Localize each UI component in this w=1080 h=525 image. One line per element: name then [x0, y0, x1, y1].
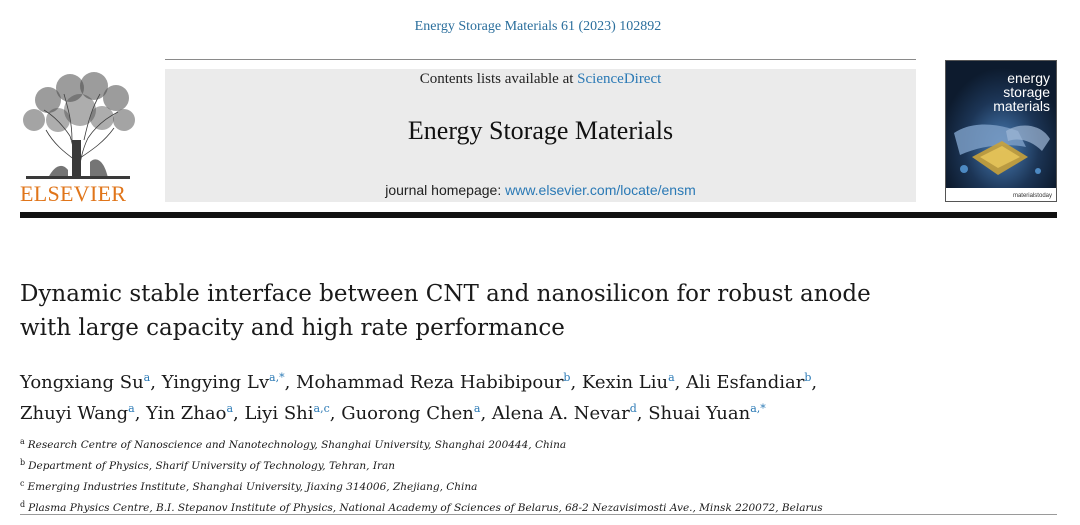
journal-cover[interactable]: energy storage materials materialstoday	[945, 60, 1057, 202]
homepage-prefix: journal homepage:	[385, 182, 506, 198]
cover-title-line: storage	[1003, 84, 1050, 100]
author-affiliation-mark[interactable]: d	[629, 402, 637, 415]
author-name: Liyi Shi	[244, 403, 314, 424]
affiliation-text: Emerging Industries Institute, Shanghai …	[27, 481, 478, 493]
author-name: Yingying Lv	[161, 372, 270, 393]
author[interactable]: Alena A. Nevard	[491, 402, 637, 424]
author-name: Guorong Chen	[341, 403, 474, 424]
section-divider	[20, 514, 1057, 515]
article-title: Dynamic stable interface between CNT and…	[20, 277, 1020, 345]
author[interactable]: Mohammad Reza Habibipourb	[296, 371, 571, 393]
cover-title: energy storage materials	[993, 71, 1050, 113]
author[interactable]: Shuai Yuana,*	[648, 402, 766, 424]
author[interactable]: Ali Esfandiarb	[686, 371, 812, 393]
author-affiliation-mark[interactable]: a	[143, 371, 151, 384]
cover-brand: materialstoday	[1012, 193, 1052, 199]
affiliation-label: d	[20, 500, 26, 509]
cover-artwork	[946, 61, 1056, 201]
author-affiliation-mark[interactable]: a	[473, 402, 481, 415]
journal-banner	[165, 69, 916, 202]
author-name: Yongxiang Su	[20, 372, 144, 393]
affiliation-label: a	[20, 437, 25, 446]
author-list: Yongxiang Sua, Yingying Lva,*, Mohammad …	[20, 365, 1020, 427]
author[interactable]: Zhuyi Wanga	[20, 402, 135, 424]
cover-title-line: energy	[1007, 70, 1050, 86]
homepage-line: journal homepage: www.elsevier.com/locat…	[165, 182, 916, 198]
author-affiliation-mark[interactable]: b	[804, 371, 812, 384]
author[interactable]: Guorong Chena	[341, 402, 481, 424]
affiliation-label: c	[20, 479, 25, 488]
elsevier-tree-logo	[23, 72, 135, 179]
author[interactable]: Yingying Lva,*	[161, 371, 285, 393]
author[interactable]: Yin Zhaoa	[146, 402, 234, 424]
affiliation-list: a Research Centre of Nanoscience and Nano…	[20, 433, 1060, 517]
author-affiliation-mark[interactable]: a,c	[313, 402, 330, 415]
author[interactable]: Yongxiang Sua	[20, 371, 151, 393]
author-affiliation-mark[interactable]: b	[563, 371, 571, 384]
author-name: Ali Esfandiar	[686, 372, 805, 393]
affiliation: b Department of Physics, Sharif Universit…	[20, 454, 1060, 475]
contents-prefix: Contents lists available at	[419, 71, 578, 87]
journal-citation[interactable]: Energy Storage Materials 61 (2023) 10289…	[414, 19, 662, 34]
author-line: Zhuyi Wanga, Yin Zhaoa, Liyi Shia,c, Guo…	[20, 402, 766, 424]
author-affiliation-mark[interactable]: a	[226, 402, 234, 415]
author[interactable]: Kexin Liua	[581, 371, 675, 393]
affiliation: a Research Centre of Nanoscience and Nano…	[20, 433, 1060, 454]
contents-line: Contents lists available at ScienceDirec…	[165, 71, 916, 88]
affiliation-text: Research Centre of Nanoscience and Nanot…	[27, 439, 567, 451]
author-affiliation-mark[interactable]: a,*	[269, 371, 285, 384]
affiliation-text: Department of Physics, Sharif University…	[28, 460, 396, 472]
journal-name: Energy Storage Materials	[407, 116, 674, 145]
author-affiliation-mark[interactable]: a	[668, 371, 675, 384]
author-name: Kexin Liu	[581, 372, 669, 393]
header-thick-rule	[20, 212, 1057, 218]
homepage-link[interactable]: www.elsevier.com/locate/ensm	[505, 182, 696, 198]
sciencedirect-link[interactable]: ScienceDirect	[577, 71, 662, 87]
affiliation: d Plasma Physics Centre, B.I. Stepanov In…	[20, 496, 1060, 517]
author-name: Mohammad Reza Habibipour	[296, 372, 564, 393]
header-top-rule	[165, 59, 916, 60]
author-affiliation-mark[interactable]: a	[128, 402, 135, 415]
affiliation: c Emerging Industries Institute, Shanghai…	[20, 475, 1060, 496]
author-name: Zhuyi Wang	[20, 403, 129, 424]
affiliation-label: b	[20, 458, 26, 467]
article-title-line: Dynamic stable interface between CNT and…	[20, 281, 871, 307]
author-name: Shuai Yuan	[648, 403, 751, 424]
cover-title-line: materials	[993, 98, 1050, 114]
author-line: Yongxiang Sua, Yingying Lva,*, Mohammad …	[20, 371, 818, 393]
author-affiliation-mark[interactable]: a,*	[750, 402, 766, 415]
author[interactable]: Liyi Shia,c	[244, 402, 330, 424]
article-title-line: with large capacity and high rate perfor…	[20, 315, 565, 341]
affiliation-text: Plasma Physics Centre, B.I. Stepanov Ins…	[28, 502, 823, 514]
publisher-wordmark: ELSEVIER	[20, 181, 127, 206]
cover-footer	[946, 188, 1056, 201]
author-name: Yin Zhao	[146, 403, 227, 424]
author-name: Alena A. Nevar	[491, 403, 630, 424]
